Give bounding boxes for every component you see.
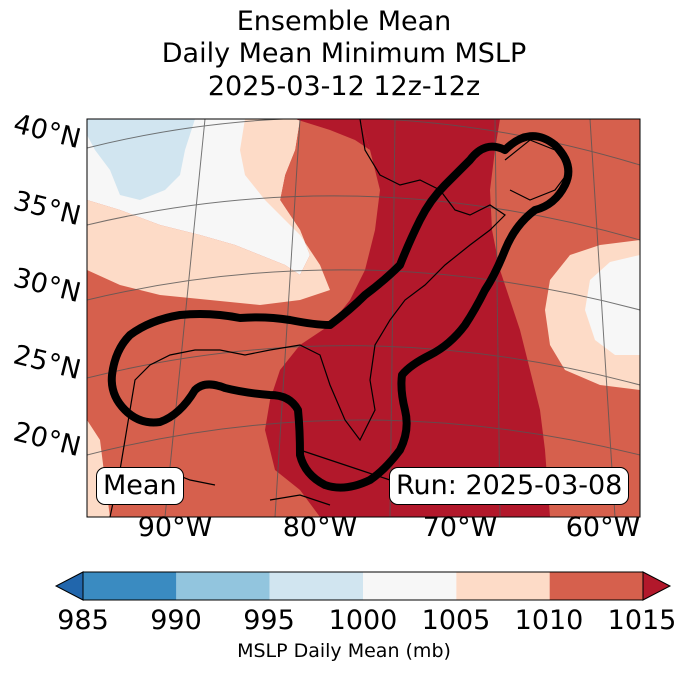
colorbar-extend-low	[54, 571, 84, 601]
colorbar-cell	[549, 572, 643, 600]
lon-label-90w: 90°W	[137, 512, 213, 543]
map-frame	[86, 118, 641, 518]
graticule	[87, 119, 640, 517]
colorbar-tick-995: 995	[243, 605, 295, 636]
title-line-2: Daily Mean Minimum MSLP	[161, 38, 527, 69]
title-line-1: Ensemble Mean	[236, 6, 452, 37]
pressure-field-995	[87, 119, 195, 200]
colorbar-tick-1010: 1010	[514, 605, 584, 636]
mean-contour	[107, 132, 573, 492]
colorbar-extend-high	[642, 571, 672, 601]
title-line-3: 2025-03-12 12z-12z	[207, 71, 481, 102]
colorbar-tick-1005: 1005	[421, 605, 491, 636]
pressure-field-1015-north	[295, 119, 370, 150]
pressure-field-1000-east	[585, 255, 640, 355]
colorbar-cell	[176, 572, 270, 600]
colorbar-cell	[269, 572, 363, 600]
colorbar-label: MSLP Daily Mean (mb)	[237, 640, 451, 662]
map-panel	[86, 118, 641, 518]
colorbar-tick-990: 990	[150, 605, 202, 636]
lon-label-80w: 80°W	[282, 512, 358, 543]
pressure-field-1015	[265, 119, 550, 517]
colorbar-cell	[83, 572, 177, 600]
colorbar	[54, 571, 672, 601]
pressure-field-1005	[87, 119, 330, 305]
colorbar-cell	[456, 572, 550, 600]
colorbar-tick-1015: 1015	[607, 605, 677, 636]
colorbar-cell	[363, 572, 457, 600]
mean-label-box: Mean	[96, 467, 184, 505]
colorbar-frame	[82, 571, 644, 601]
colorbar-tick-1000: 1000	[328, 605, 398, 636]
lon-label-60w: 60°W	[565, 512, 641, 543]
lon-label-70w: 70°W	[422, 512, 498, 543]
colorbar-tick-985: 985	[57, 605, 109, 636]
run-date-box: Run: 2025-03-08	[389, 467, 630, 505]
